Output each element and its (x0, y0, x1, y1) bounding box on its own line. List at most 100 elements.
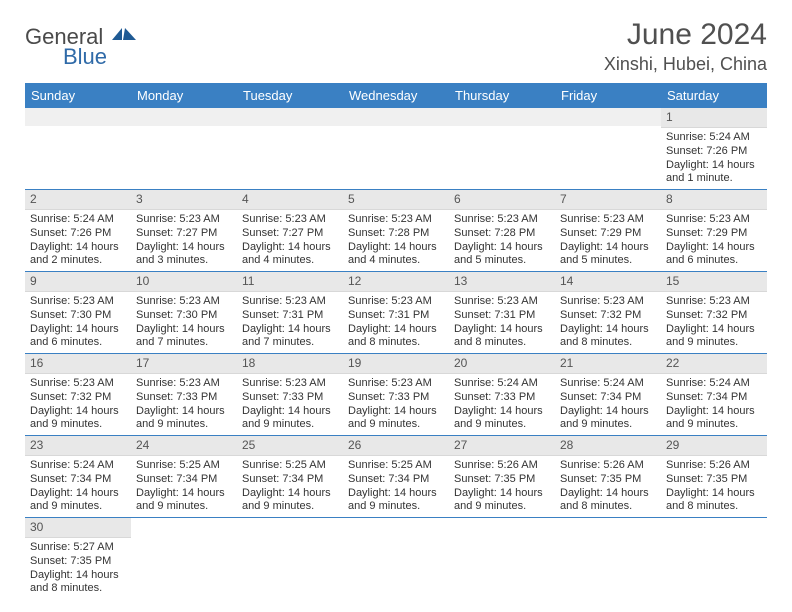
daylight-line: Daylight: 14 hours and 3 minutes. (136, 241, 232, 269)
daylight-line: Daylight: 14 hours and 9 minutes. (454, 405, 550, 433)
sunset-line: Sunset: 7:26 PM (666, 145, 762, 159)
calendar-cell (555, 518, 661, 600)
sunset-line: Sunset: 7:32 PM (666, 309, 762, 323)
sunrise-line: Sunrise: 5:27 AM (30, 541, 126, 555)
header: General Blue June 2024 Xinshi, Hubei, Ch… (25, 18, 767, 75)
sunset-line: Sunset: 7:26 PM (30, 227, 126, 241)
day-number: 30 (25, 518, 131, 538)
calendar-cell: 19Sunrise: 5:23 AMSunset: 7:33 PMDayligh… (343, 354, 449, 436)
sunrise-line: Sunrise: 5:24 AM (454, 377, 550, 391)
daylight-line: Daylight: 14 hours and 9 minutes. (136, 487, 232, 515)
sunrise-line: Sunrise: 5:23 AM (560, 295, 656, 309)
daylight-line: Daylight: 14 hours and 9 minutes. (348, 405, 444, 433)
day-number: 16 (25, 354, 131, 374)
sunset-line: Sunset: 7:34 PM (666, 391, 762, 405)
day-number: 20 (449, 354, 555, 374)
calendar-row: 9Sunrise: 5:23 AMSunset: 7:30 PMDaylight… (25, 272, 767, 354)
daylight-line: Daylight: 14 hours and 9 minutes. (242, 405, 338, 433)
calendar-cell (131, 108, 237, 190)
calendar-cell (555, 108, 661, 190)
day-details: Sunrise: 5:23 AMSunset: 7:31 PMDaylight:… (237, 292, 343, 353)
sunset-line: Sunset: 7:33 PM (136, 391, 232, 405)
daylight-line: Daylight: 14 hours and 9 minutes. (454, 487, 550, 515)
sunset-line: Sunset: 7:34 PM (348, 473, 444, 487)
calendar-row: 23Sunrise: 5:24 AMSunset: 7:34 PMDayligh… (25, 436, 767, 518)
calendar-row: 2Sunrise: 5:24 AMSunset: 7:26 PMDaylight… (25, 190, 767, 272)
sunrise-line: Sunrise: 5:23 AM (666, 213, 762, 227)
day-number: 13 (449, 272, 555, 292)
day-number: 3 (131, 190, 237, 210)
day-number: 28 (555, 436, 661, 456)
day-details: Sunrise: 5:24 AMSunset: 7:34 PMDaylight:… (25, 456, 131, 517)
calendar-cell: 7Sunrise: 5:23 AMSunset: 7:29 PMDaylight… (555, 190, 661, 272)
calendar-cell: 30Sunrise: 5:27 AMSunset: 7:35 PMDayligh… (25, 518, 131, 600)
weekday-header-row: SundayMondayTuesdayWednesdayThursdayFrid… (25, 83, 767, 108)
daylight-line: Daylight: 14 hours and 9 minutes. (136, 405, 232, 433)
calendar-cell: 23Sunrise: 5:24 AMSunset: 7:34 PMDayligh… (25, 436, 131, 518)
daylight-line: Daylight: 14 hours and 9 minutes. (348, 487, 444, 515)
calendar-cell: 9Sunrise: 5:23 AMSunset: 7:30 PMDaylight… (25, 272, 131, 354)
calendar-cell (449, 108, 555, 190)
weekday-header: Sunday (25, 83, 131, 108)
daylight-line: Daylight: 14 hours and 1 minute. (666, 159, 762, 187)
daylight-line: Daylight: 14 hours and 5 minutes. (560, 241, 656, 269)
day-details: Sunrise: 5:24 AMSunset: 7:34 PMDaylight:… (555, 374, 661, 435)
calendar-cell: 25Sunrise: 5:25 AMSunset: 7:34 PMDayligh… (237, 436, 343, 518)
sunset-line: Sunset: 7:34 PM (136, 473, 232, 487)
calendar-cell: 8Sunrise: 5:23 AMSunset: 7:29 PMDaylight… (661, 190, 767, 272)
day-number: 12 (343, 272, 449, 292)
calendar-row: 30Sunrise: 5:27 AMSunset: 7:35 PMDayligh… (25, 518, 767, 600)
daylight-line: Daylight: 14 hours and 8 minutes. (30, 569, 126, 597)
daylight-line: Daylight: 14 hours and 9 minutes. (30, 405, 126, 433)
calendar-cell: 4Sunrise: 5:23 AMSunset: 7:27 PMDaylight… (237, 190, 343, 272)
sunset-line: Sunset: 7:30 PM (136, 309, 232, 323)
day-details: Sunrise: 5:23 AMSunset: 7:27 PMDaylight:… (131, 210, 237, 271)
sunset-line: Sunset: 7:29 PM (560, 227, 656, 241)
calendar-cell: 3Sunrise: 5:23 AMSunset: 7:27 PMDaylight… (131, 190, 237, 272)
calendar-cell: 16Sunrise: 5:23 AMSunset: 7:32 PMDayligh… (25, 354, 131, 436)
day-details: Sunrise: 5:27 AMSunset: 7:35 PMDaylight:… (25, 538, 131, 599)
day-number: 4 (237, 190, 343, 210)
day-number: 10 (131, 272, 237, 292)
sunrise-line: Sunrise: 5:23 AM (30, 295, 126, 309)
sunset-line: Sunset: 7:35 PM (560, 473, 656, 487)
day-number: 1 (661, 108, 767, 128)
day-details: Sunrise: 5:23 AMSunset: 7:30 PMDaylight:… (25, 292, 131, 353)
day-number: 2 (25, 190, 131, 210)
title-block: June 2024 Xinshi, Hubei, China (604, 18, 767, 75)
calendar-cell (661, 518, 767, 600)
daylight-line: Daylight: 14 hours and 7 minutes. (136, 323, 232, 351)
sunrise-line: Sunrise: 5:23 AM (348, 377, 444, 391)
daylight-line: Daylight: 14 hours and 8 minutes. (454, 323, 550, 351)
calendar-cell: 22Sunrise: 5:24 AMSunset: 7:34 PMDayligh… (661, 354, 767, 436)
sunset-line: Sunset: 7:34 PM (560, 391, 656, 405)
calendar-cell: 24Sunrise: 5:25 AMSunset: 7:34 PMDayligh… (131, 436, 237, 518)
daylight-line: Daylight: 14 hours and 6 minutes. (666, 241, 762, 269)
calendar-cell: 1Sunrise: 5:24 AMSunset: 7:26 PMDaylight… (661, 108, 767, 190)
calendar-cell: 17Sunrise: 5:23 AMSunset: 7:33 PMDayligh… (131, 354, 237, 436)
day-details: Sunrise: 5:23 AMSunset: 7:32 PMDaylight:… (555, 292, 661, 353)
daylight-line: Daylight: 14 hours and 2 minutes. (30, 241, 126, 269)
day-details: Sunrise: 5:23 AMSunset: 7:33 PMDaylight:… (131, 374, 237, 435)
day-details: Sunrise: 5:24 AMSunset: 7:26 PMDaylight:… (25, 210, 131, 271)
weekday-header: Friday (555, 83, 661, 108)
daylight-line: Daylight: 14 hours and 7 minutes. (242, 323, 338, 351)
sunrise-line: Sunrise: 5:26 AM (454, 459, 550, 473)
sunrise-line: Sunrise: 5:23 AM (560, 213, 656, 227)
day-number: 24 (131, 436, 237, 456)
calendar-row: 1Sunrise: 5:24 AMSunset: 7:26 PMDaylight… (25, 108, 767, 190)
sunset-line: Sunset: 7:34 PM (242, 473, 338, 487)
page-title: June 2024 (604, 18, 767, 52)
daylight-line: Daylight: 14 hours and 4 minutes. (348, 241, 444, 269)
sunset-line: Sunset: 7:28 PM (348, 227, 444, 241)
daylight-line: Daylight: 14 hours and 9 minutes. (666, 405, 762, 433)
calendar-cell: 28Sunrise: 5:26 AMSunset: 7:35 PMDayligh… (555, 436, 661, 518)
calendar-cell (343, 108, 449, 190)
calendar-cell: 18Sunrise: 5:23 AMSunset: 7:33 PMDayligh… (237, 354, 343, 436)
flag-icon (112, 31, 138, 48)
calendar-cell (343, 518, 449, 600)
sunrise-line: Sunrise: 5:23 AM (136, 213, 232, 227)
day-details: Sunrise: 5:23 AMSunset: 7:31 PMDaylight:… (449, 292, 555, 353)
day-number: 14 (555, 272, 661, 292)
weekday-header: Monday (131, 83, 237, 108)
